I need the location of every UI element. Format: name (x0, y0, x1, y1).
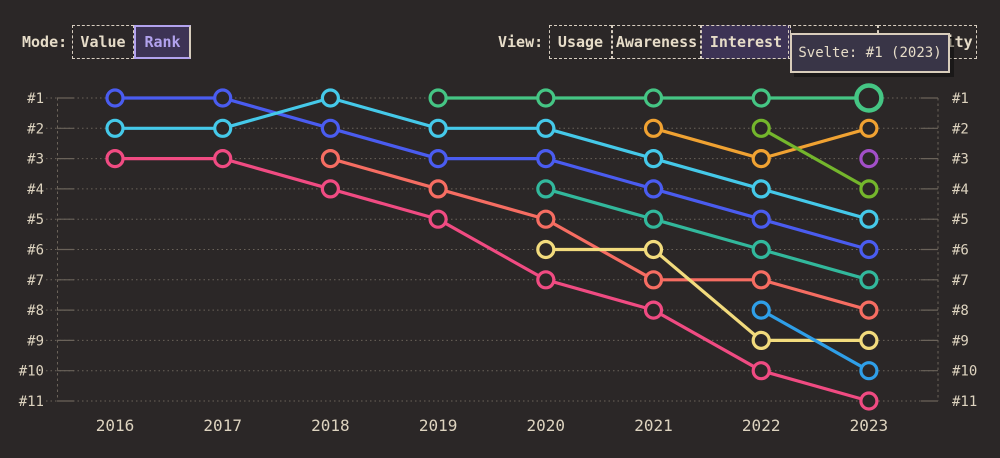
series-line-teal (545, 187, 870, 282)
rank-label-right: #10 (952, 364, 977, 380)
data-point-yellow[interactable] (751, 330, 771, 350)
data-point-pink[interactable] (105, 148, 125, 169)
data-point-pink[interactable] (428, 209, 448, 229)
data-point-dodger-blue[interactable] (751, 300, 771, 320)
highlighted-point-green[interactable] (854, 83, 884, 113)
data-point-pink[interactable] (859, 391, 879, 411)
data-point-green[interactable] (536, 88, 556, 108)
data-point-cyan[interactable] (859, 209, 879, 229)
data-point-purple[interactable] (859, 148, 879, 169)
data-point-royal-blue[interactable] (428, 148, 448, 169)
view-label: View: (498, 33, 544, 51)
tooltip: Svelte: #1 (2023) (790, 33, 950, 73)
data-point-teal[interactable] (751, 239, 771, 260)
data-point-salmon[interactable] (859, 300, 879, 320)
data-point-pink[interactable] (751, 361, 771, 381)
year-label: 2019 (419, 416, 458, 435)
view-button-awareness[interactable]: Awareness (612, 25, 701, 59)
rank-bump-chart[interactable]: #1 #1 #2 #2 #3 #3 #4 #4 #5 #5 #6 #6 #7 #7 #8 #8 #9 #9 #10 #… (0, 80, 1000, 458)
data-point-royal-blue[interactable] (105, 88, 125, 108)
data-point-royal-blue[interactable] (859, 239, 879, 260)
rank-label-right: #2 (952, 121, 969, 137)
rank-label-right: #1 (952, 91, 969, 107)
data-point-royal-blue[interactable] (643, 179, 664, 199)
series-line-salmon (329, 157, 870, 312)
rank-label-right: #9 (952, 333, 969, 349)
year-label: 2018 (311, 416, 350, 435)
rank-label-left: #6 (27, 243, 44, 259)
data-point-salmon[interactable] (320, 148, 340, 169)
rank-label-left: #7 (27, 273, 44, 289)
year-label: 2017 (203, 416, 242, 435)
data-point-yellow[interactable] (536, 239, 556, 260)
data-point-royal-blue[interactable] (320, 118, 340, 138)
year-label: 2016 (96, 416, 135, 435)
data-point-dodger-blue[interactable] (859, 361, 879, 381)
rank-label-right: #11 (952, 394, 977, 410)
rank-label-left: #1 (27, 91, 44, 107)
data-point-pink[interactable] (320, 179, 340, 199)
tooltip-text: Svelte: #1 (2023) (798, 45, 942, 61)
rank-label-left: #8 (27, 303, 44, 319)
data-point-olive[interactable] (751, 118, 771, 138)
data-point-royal-blue[interactable] (536, 148, 556, 169)
data-point-salmon[interactable] (643, 270, 664, 290)
data-point-amber[interactable] (751, 148, 771, 169)
rank-label-left: #3 (27, 152, 44, 168)
series-line-olive (760, 126, 870, 191)
data-point-yellow[interactable] (643, 239, 664, 260)
year-label: 2023 (850, 416, 889, 435)
rank-label-left: #10 (19, 364, 44, 380)
rank-label-left: #4 (27, 182, 44, 198)
data-point-cyan[interactable] (428, 118, 448, 138)
data-point-cyan[interactable] (536, 118, 556, 138)
series-line-royal-blue (115, 96, 870, 252)
view-button-usage[interactable]: Usage (549, 25, 612, 59)
data-point-green[interactable] (643, 88, 664, 108)
data-point-green[interactable] (751, 88, 771, 108)
data-point-royal-blue[interactable] (213, 88, 233, 108)
data-point-olive[interactable] (859, 179, 879, 199)
series-line-cyan (115, 96, 870, 221)
rank-label-left: #5 (27, 212, 44, 228)
data-point-pink[interactable] (213, 148, 233, 169)
data-point-salmon[interactable] (428, 179, 448, 199)
data-point-cyan[interactable] (320, 88, 340, 108)
data-point-amber[interactable] (643, 118, 664, 138)
data-point-amber[interactable] (859, 118, 879, 138)
data-point-yellow[interactable] (859, 330, 879, 350)
rank-label-right: #3 (952, 152, 969, 168)
data-point-teal[interactable] (536, 179, 556, 199)
rank-label-left: #2 (27, 121, 44, 137)
rank-label-right: #8 (952, 303, 969, 319)
rank-label-right: #4 (952, 182, 969, 198)
mode-label: Mode: (22, 33, 68, 51)
data-point-cyan[interactable] (105, 118, 125, 138)
series-line-dodger-blue (760, 308, 870, 373)
year-label: 2021 (634, 416, 673, 435)
data-point-pink[interactable] (643, 300, 664, 320)
data-point-salmon[interactable] (751, 270, 771, 290)
year-label: 2020 (527, 416, 566, 435)
data-point-cyan[interactable] (643, 148, 664, 169)
data-point-cyan[interactable] (751, 179, 771, 199)
year-label: 2022 (742, 416, 781, 435)
mode-button-rank[interactable]: Rank (134, 25, 191, 59)
rank-label-right: #7 (952, 273, 969, 289)
mode-button-value[interactable]: Value (72, 25, 134, 59)
data-point-cyan[interactable] (213, 118, 233, 138)
series-line-pink (115, 156, 870, 403)
rank-label-left: #9 (27, 333, 44, 349)
data-point-salmon[interactable] (536, 209, 556, 229)
rank-label-right: #6 (952, 243, 969, 259)
data-point-royal-blue[interactable] (751, 209, 771, 229)
data-point-teal[interactable] (859, 270, 879, 290)
view-button-interest[interactable]: Interest (701, 25, 791, 59)
data-point-teal[interactable] (643, 209, 664, 229)
data-point-green[interactable] (428, 88, 448, 108)
rank-label-right: #5 (952, 212, 969, 228)
rank-label-left: #11 (19, 394, 44, 410)
data-point-pink[interactable] (536, 270, 556, 290)
